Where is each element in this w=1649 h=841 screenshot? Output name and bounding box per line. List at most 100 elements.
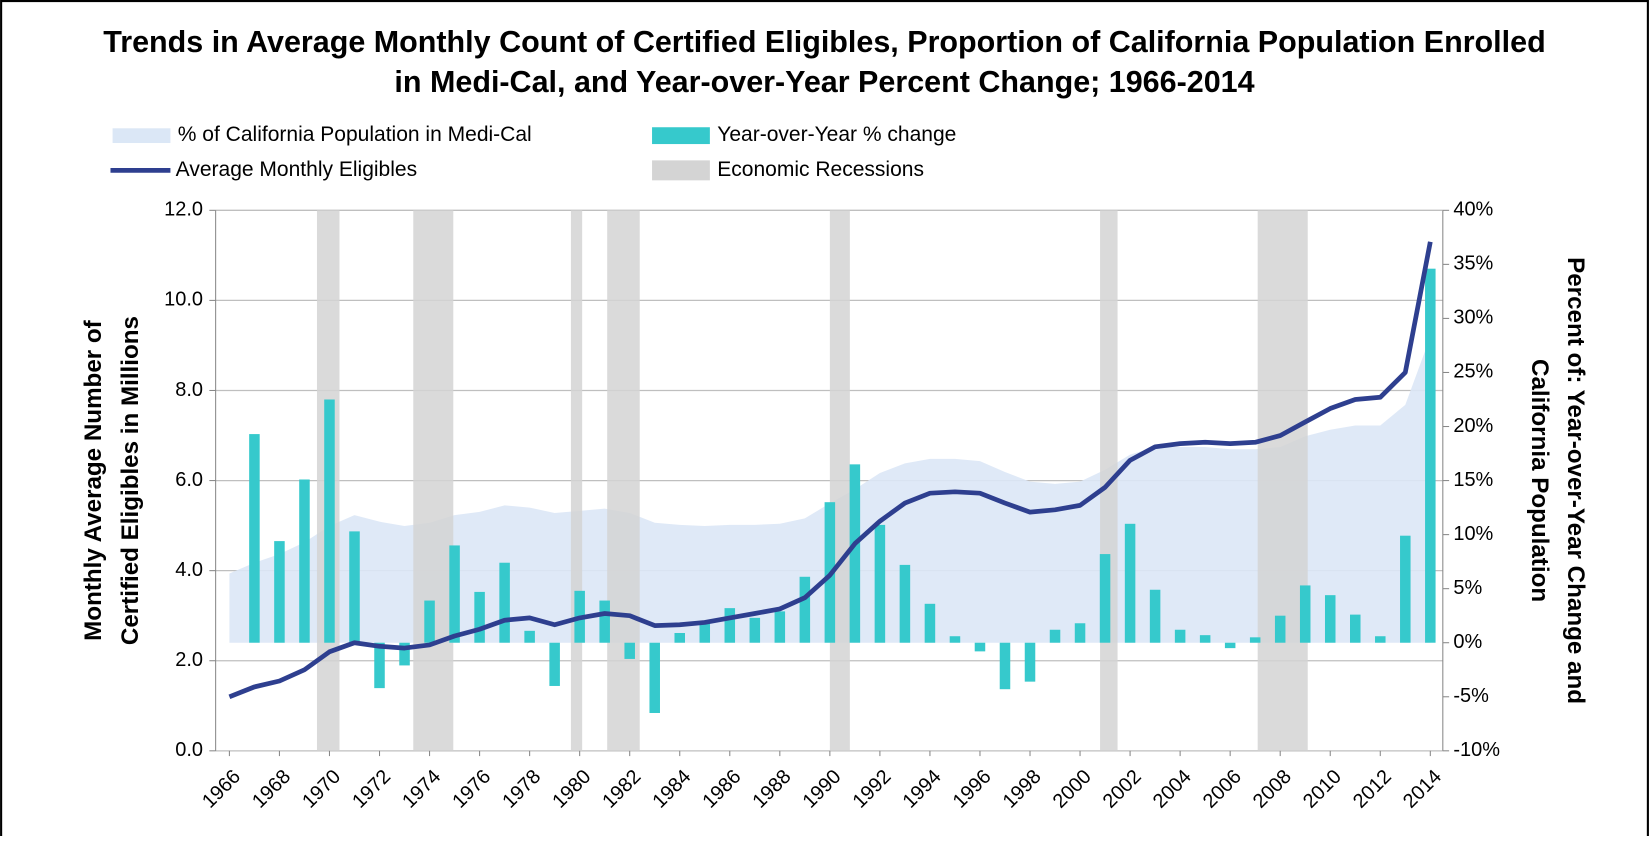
x-tick-label: 2000 — [1049, 766, 1096, 813]
x-tick-label: 1990 — [799, 766, 846, 813]
y-tick-label: 6.0 — [175, 469, 203, 491]
bar — [1324, 595, 1336, 643]
legend-label: Year-over-Year % change — [717, 123, 956, 146]
y2-tick-label: 35% — [1453, 253, 1493, 275]
x-tick-label: 2004 — [1149, 766, 1196, 813]
bar — [249, 434, 260, 643]
legend-swatch — [112, 128, 171, 144]
x-tick-label: 2006 — [1199, 766, 1246, 813]
x-tick-label: 1980 — [548, 766, 595, 813]
bar — [749, 617, 761, 643]
bar — [674, 632, 686, 643]
bar — [1425, 268, 1436, 643]
y2-tick-label: -5% — [1453, 685, 1489, 707]
bar — [499, 562, 510, 643]
x-tick-label: 2012 — [1349, 766, 1396, 813]
x-tick-label: 1996 — [949, 766, 996, 813]
x-tick-label: 2008 — [1249, 766, 1296, 813]
x-tick-label: 1992 — [849, 766, 896, 813]
bar — [924, 603, 936, 643]
x-tick-label: 1976 — [448, 766, 495, 813]
y-axis-label: Certified Eligibles in Millions — [117, 316, 144, 645]
legend-label: Economic Recessions — [717, 158, 924, 181]
bar — [1375, 636, 1386, 643]
x-tick-label: 1982 — [598, 766, 645, 813]
bar — [1049, 629, 1061, 643]
y-tick-label: 0.0 — [175, 739, 203, 761]
chart-title: in Medi-Cal, and Year-over-Year Percent … — [394, 65, 1254, 99]
line — [228, 241, 1433, 699]
bar — [424, 600, 435, 643]
bar — [474, 591, 485, 643]
recession-band — [1257, 210, 1308, 751]
bar — [1024, 642, 1036, 682]
x-tick-label: 1968 — [248, 766, 295, 813]
bar — [899, 564, 911, 643]
x-tick-label: 1986 — [698, 766, 745, 813]
recession-band — [607, 210, 640, 751]
x-tick-label: 1978 — [498, 766, 545, 813]
bar — [799, 576, 811, 643]
bar — [549, 642, 560, 686]
y2-tick-label: 30% — [1453, 307, 1493, 329]
bar — [349, 531, 360, 643]
y-tick-label: 2.0 — [175, 649, 203, 671]
y2-axis-label: California Population — [1526, 359, 1553, 602]
bar — [299, 479, 310, 643]
bar — [324, 399, 335, 643]
y-tick-label: 12.0 — [164, 199, 203, 221]
legend-label: % of California Population in Medi-Cal — [178, 123, 532, 146]
bar — [1074, 623, 1086, 643]
y2-tick-label: 40% — [1453, 199, 1493, 221]
bar — [1149, 589, 1161, 643]
bar — [374, 642, 385, 689]
bar — [399, 642, 410, 666]
y2-tick-label: 10% — [1453, 523, 1493, 545]
y2-tick-label: 20% — [1453, 415, 1493, 437]
bar — [624, 642, 635, 659]
x-tick-label: 1974 — [398, 766, 445, 813]
legend-label: Average Monthly Eligibles — [176, 158, 417, 181]
y-tick-label: 8.0 — [175, 379, 203, 401]
bar — [699, 623, 711, 643]
bar — [1199, 635, 1211, 643]
x-tick-label: 1972 — [348, 766, 395, 813]
y2-tick-label: -10% — [1453, 739, 1500, 761]
bar — [849, 464, 861, 643]
bar — [274, 541, 285, 643]
bar — [1349, 614, 1361, 643]
bar — [949, 636, 961, 643]
bar — [1124, 523, 1136, 643]
chart-title: Trends in Average Monthly Count of Certi… — [103, 25, 1545, 59]
bar — [524, 630, 535, 643]
bar — [1099, 554, 1111, 643]
bar — [1400, 535, 1411, 643]
bar — [774, 611, 786, 643]
bar — [974, 642, 986, 652]
x-tick-label: 1966 — [198, 766, 245, 813]
y2-tick-label: 25% — [1453, 361, 1493, 383]
legend-swatch — [652, 127, 710, 145]
recession-band — [570, 210, 583, 751]
x-tick-label: 2002 — [1099, 766, 1146, 813]
y-tick-label: 4.0 — [175, 559, 203, 581]
bar — [1174, 629, 1186, 643]
y-tick-label: 10.0 — [164, 289, 203, 311]
x-tick-label: 1970 — [298, 766, 345, 813]
y-axis-label: Monthly Average Number of — [80, 319, 107, 640]
bar — [599, 600, 610, 643]
bar — [999, 642, 1011, 690]
x-tick-label: 1988 — [749, 766, 796, 813]
recession-band — [413, 210, 454, 751]
legend-swatch — [652, 160, 710, 181]
bar — [1274, 615, 1286, 643]
bar — [649, 642, 660, 713]
x-tick-label: 2014 — [1399, 766, 1446, 813]
y2-tick-label: 5% — [1453, 577, 1482, 599]
bar — [874, 524, 886, 643]
x-tick-label: 2010 — [1299, 766, 1346, 813]
bar — [449, 545, 460, 643]
y2-axis-label: Percent of: Year-over-Year Change and — [1562, 257, 1589, 704]
